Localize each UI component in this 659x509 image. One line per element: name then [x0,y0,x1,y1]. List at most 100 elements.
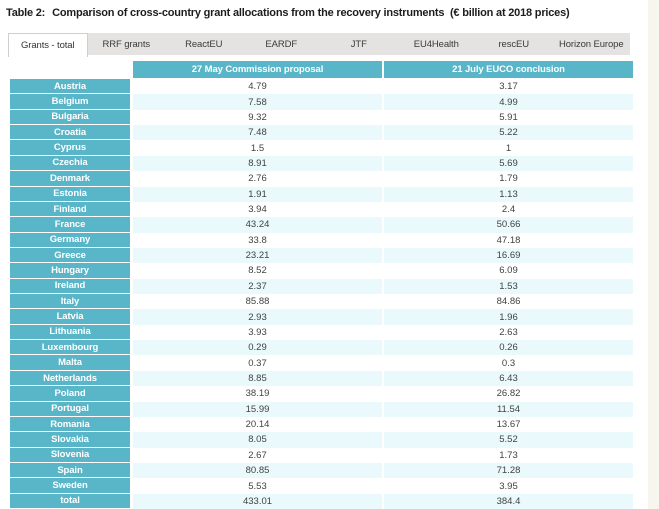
table-title: Table 2: Comparison of cross-country gran… [6,7,570,19]
tab-rrf-grants[interactable]: RRF grants [102,38,151,50]
table-row: Estonia 1.91 1.13 [10,186,633,202]
value-cell-conclusion: 0.3 [384,355,633,371]
row-values: 0.37 0.3 [133,355,633,371]
tab-grants-total[interactable]: Grants - total [8,33,88,57]
value-cell-conclusion: 1 [384,140,633,156]
value-cell-proposal: 7.58 [133,94,382,110]
table-row: Hungary 8.52 6.09 [10,263,633,279]
value-cell-conclusion: 16.69 [384,247,633,264]
row-values: 8.52 6.09 [133,263,633,279]
row-values: 1.5 1 [133,140,633,156]
value-cell-conclusion: 11.54 [384,401,633,417]
value-cell-proposal: 23.21 [133,247,382,264]
table-row: Ireland 2.37 1.53 [10,278,633,295]
tab-eu4health[interactable]: EU4Health [413,38,459,50]
value-cell-conclusion: 5.91 [384,109,633,126]
country-label: Denmark [10,171,130,186]
tab-eardf[interactable]: EARDF [265,38,298,50]
value-cell-proposal: 1.5 [133,140,382,156]
country-label: Germany [10,232,130,247]
row-values: 4.79 3.17 [133,79,633,95]
table-row: Portugal 15.99 11.54 [10,401,633,417]
country-label: Estonia [10,186,130,201]
value-cell-conclusion: 26.82 [384,386,633,402]
row-values: 3.94 2.4 [133,201,633,218]
row-values: 33.8 47.18 [133,232,633,248]
value-cell-conclusion: 6.09 [384,263,633,279]
row-values: 0.29 0.26 [133,340,633,356]
column-header-conclusion: 21 July EUCO conclusion [384,61,633,78]
value-cell-conclusion: 2.4 [384,201,633,218]
table-body: Austria 4.79 3.17 Belgium 7.58 4.99 Bulg… [10,79,633,509]
value-cell-proposal: 7.48 [133,125,382,141]
country-label: Netherlands [10,370,130,386]
value-cell-proposal: 2.93 [133,309,382,325]
value-cell-conclusion: 5.22 [384,125,633,141]
table-row: Germany 33.8 47.18 [10,232,633,248]
value-cell-proposal: 9.32 [133,109,382,126]
value-cell-conclusion: 6.43 [384,370,633,387]
table-row: Greece 23.21 16.69 [10,247,633,264]
value-cell-conclusion: 71.28 [384,462,633,479]
country-label: Romania [10,416,130,432]
tab-jtf[interactable]: JTF [350,38,367,50]
country-label: Croatia [10,125,130,140]
table-title-text: Comparison of cross-country grant alloca… [52,7,570,19]
country-label: Spain [10,462,130,478]
row-values: 1.91 1.13 [133,186,633,202]
value-cell-conclusion: 2.63 [384,324,633,341]
value-cell-proposal: 0.37 [133,355,382,371]
value-cell-conclusion: 3.17 [384,79,633,95]
page-background-edge [648,0,659,509]
country-label: Belgium [10,94,130,109]
row-values: 8.85 6.43 [133,370,633,387]
row-values: 2.76 1.79 [133,171,633,187]
value-cell-conclusion: 5.52 [384,432,633,448]
row-values: 9.32 5.91 [133,109,633,126]
row-values: 20.14 13.67 [133,416,633,433]
data-table: 27 May Commission proposal 21 July EUCO … [10,61,633,509]
row-values: 80.85 71.28 [133,462,633,479]
value-cell-conclusion: 1.13 [384,186,633,202]
table-row: Netherlands 8.85 6.43 [10,370,633,387]
value-cell-conclusion: 5.69 [384,155,633,172]
value-cell-conclusion: 84.86 [384,294,633,310]
table-row: Czechia 8.91 5.69 [10,155,633,172]
country-label: France [10,217,130,232]
tab-reacteu[interactable]: ReactEU [185,38,223,50]
table-row: Lithuania 3.93 2.63 [10,324,633,341]
country-label: Bulgaria [10,109,130,125]
table-title-prefix: Table 2: [6,7,46,19]
row-values: 5.53 3.95 [133,478,633,494]
table-row: Latvia 2.93 1.96 [10,309,633,325]
tab-resceu[interactable]: rescEU [498,38,530,50]
row-values: 8.91 5.69 [133,155,633,172]
value-cell-proposal: 20.14 [133,416,382,433]
value-cell-conclusion: 1.53 [384,278,633,295]
country-label: Cyprus [10,140,130,155]
value-cell-proposal: 8.05 [133,432,382,448]
row-values: 15.99 11.54 [133,401,633,417]
table-row: Cyprus 1.5 1 [10,140,633,156]
country-label: Malta [10,355,130,370]
value-cell-conclusion: 4.99 [384,94,633,110]
table-row: total 433.01 384.4 [10,493,633,509]
row-values: 3.93 2.63 [133,324,633,341]
row-values: 8.05 5.52 [133,432,633,448]
table-row: Spain 80.85 71.28 [10,462,633,479]
country-label: Poland [10,386,130,401]
row-values: 38.19 26.82 [133,386,633,402]
table-row: Poland 38.19 26.82 [10,386,633,402]
value-cell-proposal: 1.91 [133,186,382,202]
table-row: France 43.24 50.66 [10,217,633,233]
country-label: Slovenia [10,447,130,462]
country-label: Lithuania [10,324,130,340]
table-row: Belgium 7.58 4.99 [10,94,633,110]
value-cell-proposal: 3.94 [133,201,382,218]
row-values: 23.21 16.69 [133,247,633,264]
value-cell-proposal: 8.91 [133,155,382,172]
row-values: 2.93 1.96 [133,309,633,325]
row-values: 2.37 1.53 [133,278,633,295]
tab-horizon-europe[interactable]: Horizon Europe [558,38,624,50]
value-cell-proposal: 85.88 [133,294,382,310]
